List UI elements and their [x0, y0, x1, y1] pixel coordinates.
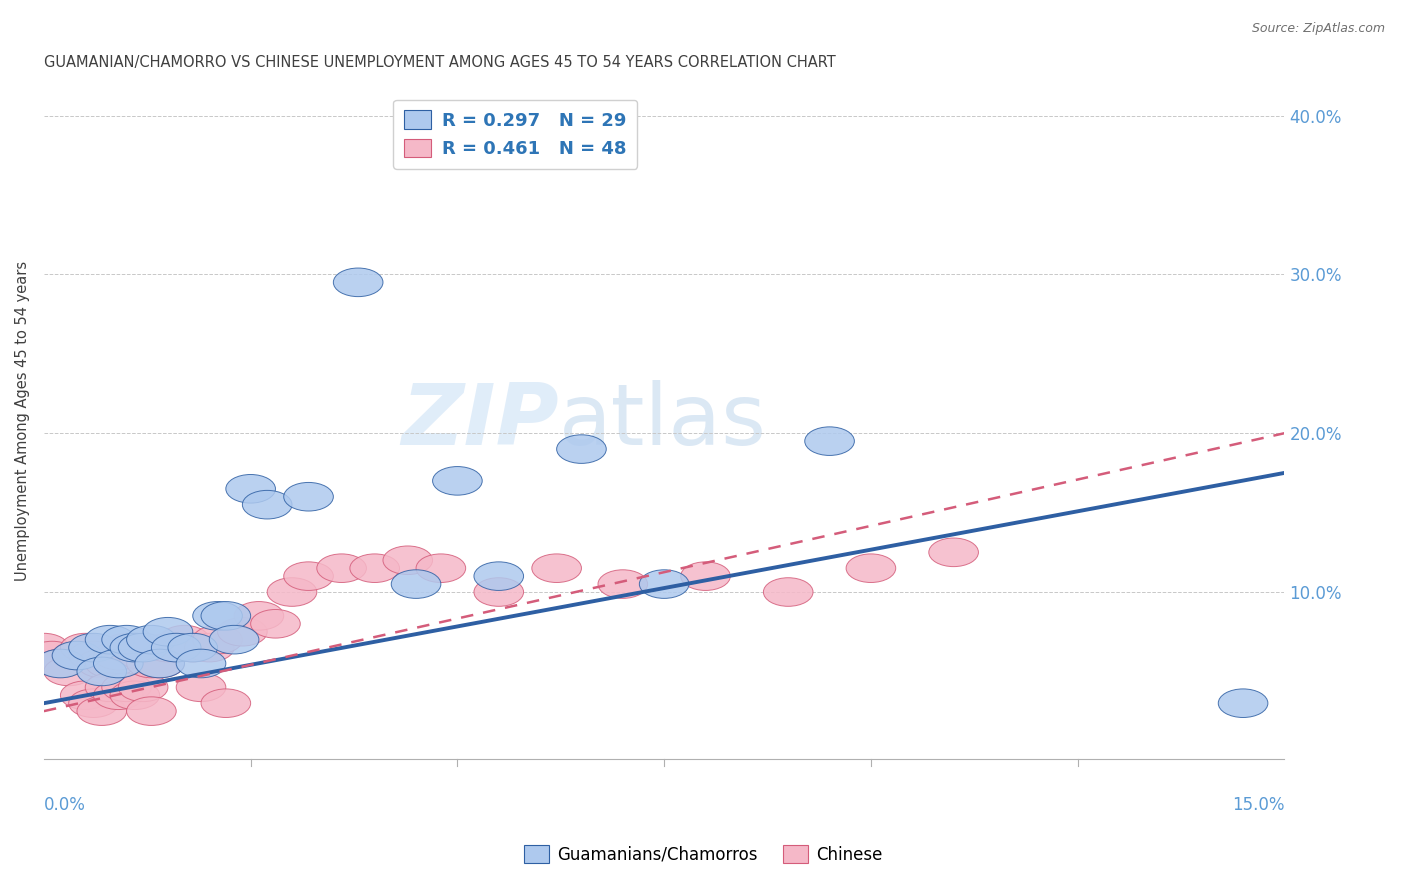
Ellipse shape: [35, 649, 86, 678]
Ellipse shape: [226, 475, 276, 503]
Ellipse shape: [127, 625, 176, 654]
Ellipse shape: [681, 562, 730, 591]
Ellipse shape: [333, 268, 382, 297]
Ellipse shape: [176, 649, 226, 678]
Ellipse shape: [52, 641, 101, 670]
Ellipse shape: [152, 633, 201, 662]
Ellipse shape: [433, 467, 482, 495]
Ellipse shape: [209, 625, 259, 654]
Ellipse shape: [160, 625, 209, 654]
Text: 0.0%: 0.0%: [44, 796, 86, 814]
Text: Source: ZipAtlas.com: Source: ZipAtlas.com: [1251, 22, 1385, 36]
Ellipse shape: [267, 578, 316, 607]
Ellipse shape: [557, 434, 606, 463]
Ellipse shape: [143, 617, 193, 646]
Ellipse shape: [152, 633, 201, 662]
Ellipse shape: [110, 633, 160, 662]
Ellipse shape: [284, 562, 333, 591]
Ellipse shape: [929, 538, 979, 566]
Ellipse shape: [416, 554, 465, 582]
Ellipse shape: [193, 601, 242, 630]
Ellipse shape: [127, 649, 176, 678]
Ellipse shape: [193, 625, 242, 654]
Ellipse shape: [86, 673, 135, 702]
Ellipse shape: [598, 570, 648, 599]
Ellipse shape: [184, 633, 235, 662]
Ellipse shape: [391, 570, 441, 599]
Legend: R = 0.297   N = 29, R = 0.461   N = 48: R = 0.297 N = 29, R = 0.461 N = 48: [394, 100, 637, 169]
Ellipse shape: [201, 601, 250, 630]
Ellipse shape: [94, 649, 143, 678]
Ellipse shape: [86, 625, 135, 654]
Ellipse shape: [94, 681, 143, 709]
Ellipse shape: [284, 483, 333, 511]
Text: GUAMANIAN/CHAMORRO VS CHINESE UNEMPLOYMENT AMONG AGES 45 TO 54 YEARS CORRELATION: GUAMANIAN/CHAMORRO VS CHINESE UNEMPLOYME…: [44, 55, 835, 70]
Ellipse shape: [531, 554, 582, 582]
Ellipse shape: [804, 427, 855, 456]
Ellipse shape: [382, 546, 433, 574]
Ellipse shape: [176, 673, 226, 702]
Ellipse shape: [640, 570, 689, 599]
Ellipse shape: [101, 625, 152, 654]
Ellipse shape: [52, 641, 101, 670]
Ellipse shape: [101, 633, 152, 662]
Ellipse shape: [27, 641, 77, 670]
Ellipse shape: [110, 633, 160, 662]
Ellipse shape: [474, 562, 523, 591]
Ellipse shape: [86, 649, 135, 678]
Ellipse shape: [474, 578, 523, 607]
Ellipse shape: [77, 697, 127, 725]
Ellipse shape: [350, 554, 399, 582]
Ellipse shape: [250, 609, 301, 638]
Ellipse shape: [135, 649, 184, 678]
Text: ZIP: ZIP: [401, 380, 558, 463]
Ellipse shape: [60, 681, 110, 709]
Ellipse shape: [143, 633, 193, 662]
Ellipse shape: [69, 633, 118, 662]
Ellipse shape: [101, 673, 152, 702]
Ellipse shape: [167, 633, 218, 662]
Ellipse shape: [167, 633, 218, 662]
Legend: Guamanians/Chamorros, Chinese: Guamanians/Chamorros, Chinese: [517, 838, 889, 871]
Text: atlas: atlas: [558, 380, 766, 463]
Ellipse shape: [77, 657, 127, 686]
Y-axis label: Unemployment Among Ages 45 to 54 years: Unemployment Among Ages 45 to 54 years: [15, 261, 30, 582]
Ellipse shape: [44, 657, 94, 686]
Ellipse shape: [1218, 689, 1268, 717]
Ellipse shape: [235, 601, 284, 630]
Ellipse shape: [20, 633, 69, 662]
Ellipse shape: [94, 641, 143, 670]
Ellipse shape: [201, 689, 250, 717]
Ellipse shape: [69, 641, 118, 670]
Ellipse shape: [35, 649, 86, 678]
Ellipse shape: [316, 554, 367, 582]
Ellipse shape: [763, 578, 813, 607]
Ellipse shape: [118, 641, 167, 670]
Ellipse shape: [242, 491, 292, 519]
Ellipse shape: [118, 633, 167, 662]
Ellipse shape: [127, 697, 176, 725]
Ellipse shape: [135, 649, 184, 678]
Text: 15.0%: 15.0%: [1232, 796, 1285, 814]
Ellipse shape: [69, 689, 118, 717]
Ellipse shape: [118, 673, 167, 702]
Ellipse shape: [846, 554, 896, 582]
Ellipse shape: [218, 617, 267, 646]
Ellipse shape: [77, 649, 127, 678]
Ellipse shape: [110, 681, 160, 709]
Ellipse shape: [60, 633, 110, 662]
